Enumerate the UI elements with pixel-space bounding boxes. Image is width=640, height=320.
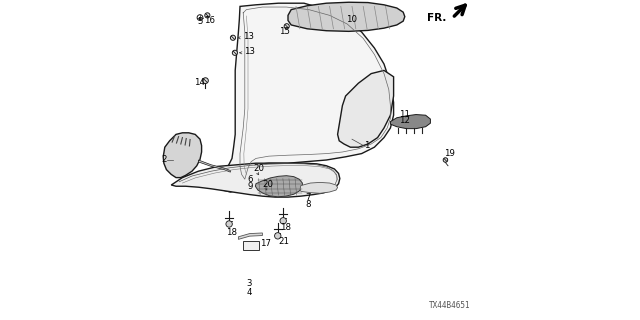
Text: 12: 12 [399, 116, 410, 125]
Polygon shape [163, 133, 202, 178]
Polygon shape [338, 70, 394, 147]
Text: 20: 20 [262, 180, 273, 189]
Polygon shape [223, 3, 394, 192]
Text: 17: 17 [260, 239, 271, 248]
Text: 20: 20 [253, 164, 264, 173]
Text: 2: 2 [161, 156, 166, 164]
Text: 18: 18 [226, 228, 237, 237]
Text: 13: 13 [243, 32, 253, 41]
Text: 19: 19 [444, 149, 455, 158]
Text: FR.: FR. [427, 12, 447, 23]
Circle shape [280, 218, 287, 224]
Text: 4: 4 [246, 288, 252, 297]
Polygon shape [390, 115, 430, 129]
Circle shape [232, 50, 237, 55]
Circle shape [284, 24, 289, 29]
Text: 14: 14 [193, 78, 205, 87]
Text: 8: 8 [306, 200, 311, 209]
Polygon shape [243, 241, 259, 250]
Polygon shape [198, 160, 230, 172]
Circle shape [275, 233, 281, 239]
Polygon shape [239, 233, 262, 239]
Polygon shape [172, 163, 340, 197]
Text: 9: 9 [248, 182, 253, 191]
Text: 10: 10 [346, 15, 357, 24]
Text: 16: 16 [205, 16, 216, 25]
Text: 7: 7 [306, 193, 311, 202]
Text: 3: 3 [246, 279, 252, 288]
Text: 1: 1 [364, 141, 370, 150]
Text: 11: 11 [399, 110, 410, 119]
Text: 15: 15 [279, 27, 291, 36]
Polygon shape [288, 2, 405, 31]
Circle shape [202, 78, 209, 84]
Text: 5: 5 [197, 17, 203, 26]
Polygon shape [255, 176, 302, 197]
Circle shape [205, 13, 210, 18]
Circle shape [230, 35, 236, 40]
Text: 6: 6 [248, 175, 253, 184]
Text: 21: 21 [278, 237, 289, 246]
Polygon shape [300, 182, 338, 193]
Circle shape [226, 221, 232, 227]
Circle shape [443, 158, 448, 162]
Text: 13: 13 [244, 47, 255, 56]
Text: TX44B4651: TX44B4651 [429, 301, 470, 310]
Text: 18: 18 [280, 223, 291, 232]
